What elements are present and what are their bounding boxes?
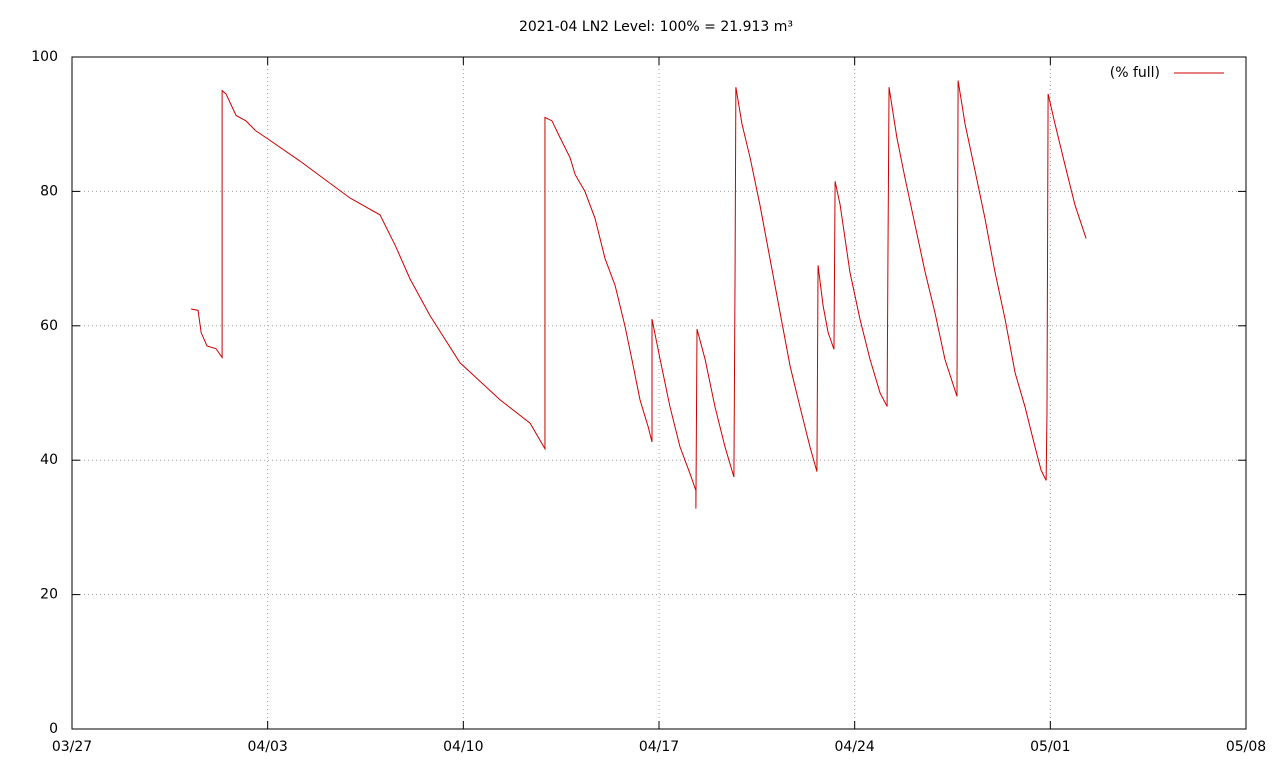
x-tick-label: 05/01: [1030, 739, 1070, 755]
y-tick-label: 40: [40, 452, 58, 468]
chart-title: 2021-04 LN2 Level: 100% = 21.913 m³: [519, 19, 793, 35]
x-tick-label: 04/03: [247, 739, 287, 755]
y-tick-label: 100: [31, 49, 58, 65]
x-tick-label: 04/17: [639, 739, 679, 755]
y-tick-label: 0: [49, 721, 58, 737]
y-tick-label: 20: [40, 587, 58, 603]
x-tick-label: 04/24: [834, 739, 874, 755]
x-tick-label: 04/10: [443, 739, 483, 755]
x-tick-label: 05/08: [1226, 739, 1266, 755]
x-tick-label: 03/27: [52, 739, 92, 755]
legend-label: (% full): [1110, 65, 1160, 81]
y-tick-label: 60: [40, 318, 58, 334]
plot-frame: [71, 56, 1247, 730]
data-line: [190, 80, 1087, 509]
y-tick-label: 80: [40, 183, 58, 199]
